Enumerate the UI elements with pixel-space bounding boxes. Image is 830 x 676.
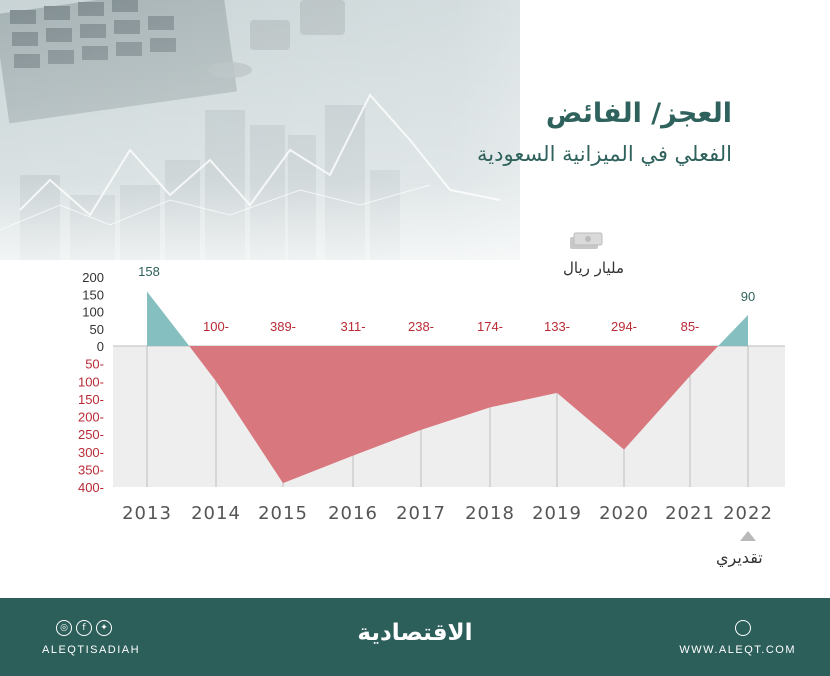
chart-title: العجز/ الفائض [545, 98, 732, 129]
y-tick-label: 100 [82, 305, 104, 320]
data-label-2019: 133- [544, 319, 570, 334]
y-tick-label: 250- [78, 427, 104, 442]
surplus-area [147, 291, 748, 346]
y-tick-label: 150- [78, 392, 104, 407]
y-tick-label: 350- [78, 462, 104, 477]
y-tick-label: 0 [97, 339, 104, 354]
data-label-2016: 311- [340, 319, 365, 334]
data-label-2022: 90 [741, 289, 755, 304]
data-label-2018: 174- [477, 319, 503, 334]
x-tick-label: 2015 [258, 503, 308, 524]
brand-logo: الاقتصادية [357, 620, 473, 646]
x-tick-label: 2018 [465, 503, 515, 524]
x-tick-label: 2020 [599, 503, 649, 524]
chart-subtitle: الفعلي في الميزانية السعودية [477, 142, 732, 166]
data-label-2013: 158 [138, 264, 160, 279]
data-label-2020: 294- [611, 319, 637, 334]
y-tick-label: 50 [90, 322, 104, 337]
x-tick-label: 2017 [396, 503, 446, 524]
background-photo [0, 0, 830, 300]
facebook-icon[interactable]: f [76, 620, 92, 636]
twitter-icon[interactable]: ✦ [96, 620, 112, 636]
unit-label: مليار ريال [563, 259, 624, 277]
data-label-2015: 389- [270, 319, 296, 334]
x-tick-label: 2016 [328, 503, 378, 524]
globe-icon[interactable] [735, 620, 751, 636]
social-handle[interactable]: ALEQTISADIAH [42, 644, 141, 656]
y-tick-label: 100- [78, 374, 104, 389]
y-tick-label: 150 [82, 287, 104, 302]
data-label-2017: 238- [408, 319, 434, 334]
x-axis-ticks: 2013 2014 2015 2016 2017 2018 2019 2020 2021 2022 [122, 503, 773, 524]
estimate-label: تقديري [716, 548, 763, 567]
y-tick-label: 200- [78, 410, 104, 425]
deficit-area [189, 346, 719, 484]
y-tick-label: 300- [78, 445, 104, 460]
x-tick-label: 2021 [665, 503, 715, 524]
deficit-surplus-chart: 200 150 100 50 0 50- 100- 150- 200- 250- 300- 350- 4… [78, 264, 785, 541]
value-labels: 158 100- 389- 311- 238- 174- 133- 294- 85- 90 [138, 264, 755, 334]
money-icon [570, 232, 603, 249]
website-link[interactable]: WWW.ALEQT.COM [679, 644, 796, 656]
data-label-2014: 100- [203, 319, 229, 334]
y-tick-label: 50- [85, 357, 104, 372]
x-tick-label: 2022 [723, 503, 773, 524]
social-icons: ◎ f ✦ [56, 620, 112, 636]
instagram-icon[interactable]: ◎ [56, 620, 72, 636]
y-tick-label: 400- [78, 480, 104, 495]
y-tick-label: 200 [82, 270, 104, 285]
x-tick-label: 2019 [532, 503, 582, 524]
x-tick-label: 2013 [122, 503, 172, 524]
x-tick-label: 2014 [191, 503, 241, 524]
estimate-marker-icon [740, 531, 756, 541]
y-axis-ticks: 200 150 100 50 0 50- 100- 150- 200- 250- 300- 350- 4… [78, 270, 104, 495]
data-label-2021: 85- [681, 319, 700, 334]
footer-bar: ◎ f ✦ ALEQTISADIAH الاقتصادية WWW.ALEQT.… [0, 598, 830, 676]
